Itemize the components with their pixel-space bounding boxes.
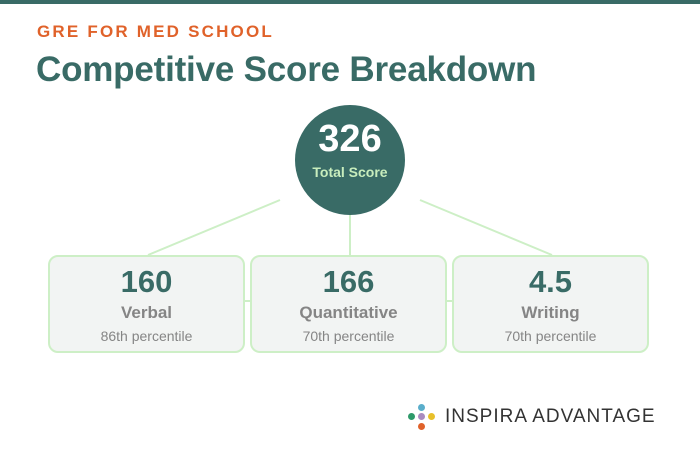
writing-percentile: 70th percentile — [504, 328, 597, 344]
quantitative-card: 166 Quantitative 70th percentile — [250, 255, 447, 353]
writing-score: 4.5 — [528, 264, 573, 299]
verbal-percentile: 86th percentile — [100, 328, 193, 344]
total-score-value: 326 — [318, 118, 382, 160]
quantitative-percentile: 70th percentile — [302, 328, 395, 344]
logo-dot-left — [408, 413, 415, 420]
logo-dot-right — [428, 413, 435, 420]
logo-dot-center — [418, 413, 425, 420]
writing-label: Writing — [521, 303, 580, 322]
writing-card: 4.5 Writing 70th percentile — [452, 255, 649, 353]
logo-dot-top — [418, 404, 425, 411]
verbal-label: Verbal — [120, 303, 173, 322]
total-score-circle: 326 Total Score — [295, 105, 405, 215]
eyebrow-label: GRE FOR MED SCHOOL — [37, 22, 274, 41]
top-accent-bar — [0, 0, 700, 4]
verbal-score: 160 — [120, 264, 173, 299]
quantitative-score: 166 — [322, 264, 375, 299]
total-score-label: Total Score — [312, 164, 388, 180]
quantitative-label: Quantitative — [299, 303, 398, 322]
page-title: Competitive Score Breakdown — [36, 50, 537, 89]
logo-dot-bottom — [418, 423, 425, 430]
verbal-card: 160 Verbal 86th percentile — [48, 255, 245, 353]
brand-name: INSPIRA ADVANTAGE — [445, 406, 656, 427]
